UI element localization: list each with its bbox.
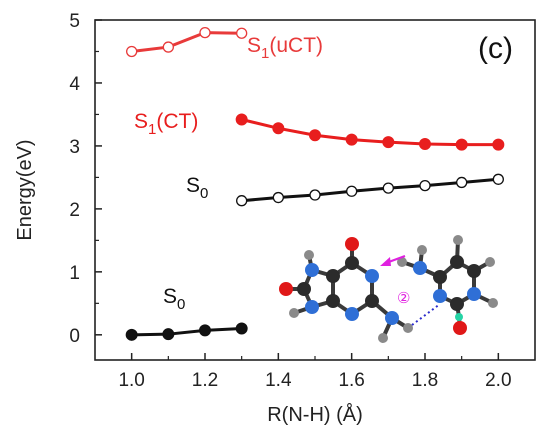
series-label: S1(uCT) — [247, 34, 323, 62]
y-tick-label: 1 — [69, 263, 80, 284]
data-point — [382, 136, 395, 149]
nitrogen-atom — [345, 307, 359, 321]
hydrogen-bond — [407, 303, 441, 329]
series-label-main: S — [163, 285, 177, 308]
data-point — [199, 324, 211, 337]
carbon-atom — [345, 256, 359, 270]
data-point — [272, 122, 285, 135]
series-line — [241, 177, 499, 203]
data-point — [235, 322, 248, 335]
x-tick-label: 1.6 — [338, 370, 364, 391]
carbon-atom — [297, 282, 311, 296]
data-point — [382, 182, 394, 194]
data-point — [236, 195, 248, 207]
series-0 — [126, 26, 248, 58]
fluorine-atom — [455, 313, 463, 321]
series-3 — [125, 322, 248, 341]
data-point — [162, 41, 174, 53]
y-tick-label: 4 — [69, 74, 80, 95]
carbon-atom — [450, 255, 464, 269]
series-label-sub: 0 — [200, 185, 208, 202]
oxygen-atom — [453, 321, 467, 335]
hydrogen-atom — [488, 298, 498, 308]
series-label-suffix: (uCT) — [269, 34, 323, 57]
carbon-atom — [450, 297, 464, 311]
data-point — [236, 27, 248, 39]
molecule-inset: ② — [279, 235, 498, 343]
series-label-main: S — [186, 174, 200, 197]
data-point — [456, 176, 468, 189]
x-tick-label: 1.0 — [118, 370, 144, 391]
carbon-atom — [326, 294, 340, 308]
x-tick-label: 1.2 — [192, 370, 218, 391]
data-point — [419, 138, 431, 151]
series-label-sub: 1 — [261, 45, 269, 62]
y-tick-label: 3 — [69, 137, 80, 158]
plot-axes: 1.0 1.2 1.4 1.6 1.8 2.0 0 1 2 3 4 5 R(N-H) (Å) Energy… — [14, 11, 536, 426]
series-2 — [236, 173, 504, 207]
data-point — [272, 191, 284, 204]
series-layer — [125, 26, 505, 341]
data-point — [125, 328, 138, 341]
series-label-sub: 1 — [148, 121, 156, 138]
y-tick-label: 2 — [69, 200, 80, 221]
oxygen-atom — [345, 237, 359, 251]
data-point — [126, 45, 138, 58]
nitrogen-atom — [467, 287, 481, 301]
data-point — [345, 133, 358, 146]
nitrogen-atom — [365, 269, 379, 283]
y-axis-title: Energy(eV) — [14, 139, 36, 240]
hydrogen-atom — [453, 235, 463, 245]
data-point — [199, 26, 211, 39]
hydrogen-atom — [485, 257, 495, 267]
data-point — [235, 113, 248, 126]
series-label: S1(CT) — [134, 110, 198, 138]
x-axis-title: R(N-H) (Å) — [267, 403, 363, 426]
series-label-main: S — [247, 34, 261, 57]
hydrogen-atom — [304, 250, 314, 260]
arrow-head-icon — [380, 257, 391, 266]
data-point — [419, 179, 431, 192]
x-tick-label: 1.4 — [265, 370, 292, 391]
data-point — [346, 185, 358, 197]
series-label: S0 — [186, 174, 208, 202]
nitrogen-atom — [305, 263, 319, 277]
nitrogen-atom — [433, 289, 447, 303]
carbon-atom — [433, 270, 447, 284]
oxygen-atom — [279, 282, 293, 296]
hydrogen-atom — [289, 308, 299, 318]
nitrogen-atom — [413, 261, 427, 275]
x-tick-label: 1.8 — [412, 370, 438, 391]
carbon-atom — [467, 264, 481, 278]
carbon-atom — [365, 294, 379, 308]
hydrogen-atom — [417, 245, 427, 255]
data-point — [492, 138, 505, 151]
series-label: S0 — [163, 285, 185, 313]
hydrogen-atom — [378, 333, 388, 343]
molecule-label: ② — [397, 290, 410, 307]
panel-label: (c) — [478, 32, 513, 65]
x-tick-label: 2.0 — [485, 370, 511, 391]
series-1 — [235, 113, 505, 151]
series-label-sub: 0 — [177, 296, 185, 313]
series-label-suffix: (CT) — [156, 110, 198, 133]
y-tick-label: 0 — [69, 326, 80, 347]
nitrogen-atom — [305, 300, 319, 314]
series-line — [131, 31, 242, 53]
data-point — [492, 173, 504, 185]
series-line — [131, 327, 242, 337]
data-point — [309, 129, 321, 142]
nitrogen-atom — [385, 311, 399, 325]
hydrogen-atom — [403, 323, 413, 333]
data-point — [455, 138, 468, 151]
carbon-atom — [326, 269, 340, 283]
data-point — [162, 328, 175, 341]
data-point — [309, 189, 321, 201]
series-label-main: S — [134, 110, 148, 133]
y-tick-label: 5 — [69, 11, 80, 32]
series-line — [241, 118, 499, 147]
hydrogen-atom — [397, 257, 407, 267]
